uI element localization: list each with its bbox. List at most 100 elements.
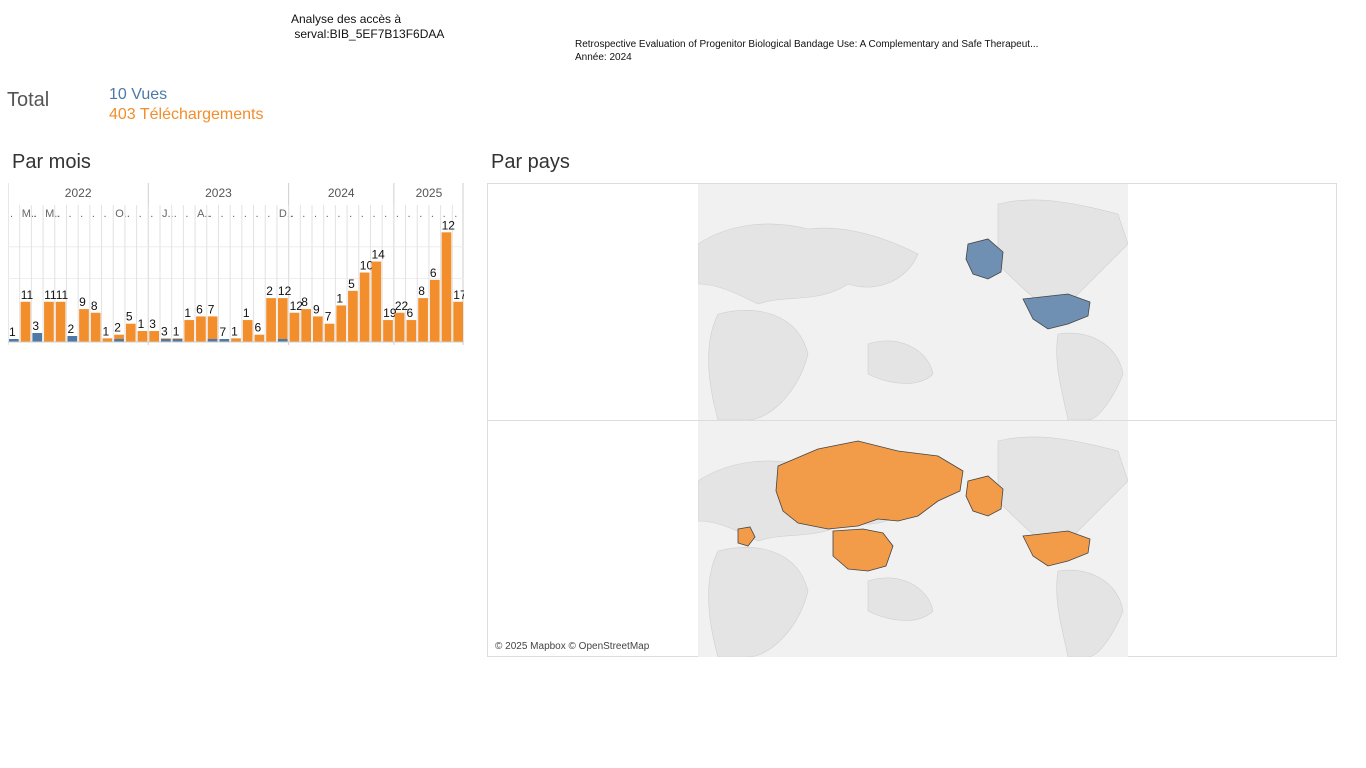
map-credit: © 2025 Mapbox © OpenStreetMap (495, 641, 650, 652)
download-bar[interactable] (336, 305, 347, 342)
bar-value-label: 2 (67, 322, 74, 336)
month-tick-label: . (267, 208, 270, 220)
download-bar[interactable] (137, 331, 148, 342)
bar-value-label: 5 (126, 310, 133, 324)
month-tick-label: . (326, 208, 329, 220)
month-tick-label: . (10, 208, 13, 220)
bar-value-label: 9 (79, 295, 86, 309)
year-label: 2024 (328, 186, 355, 200)
france-downloads-shape (737, 526, 756, 547)
view-bar[interactable] (207, 339, 218, 342)
month-tick-label: . (232, 208, 235, 220)
bar-value-label: 1 (184, 306, 191, 320)
download-bar[interactable] (313, 316, 323, 342)
south-america-shape (1056, 569, 1124, 657)
bar-value-label: 9 (313, 302, 320, 316)
download-bar[interactable] (184, 320, 195, 342)
month-tick-label: . (244, 208, 247, 220)
download-bar[interactable] (90, 312, 101, 342)
download-bar[interactable] (383, 320, 393, 342)
bar-value-label: 14 (371, 248, 385, 262)
download-bar[interactable] (441, 232, 452, 342)
view-bar[interactable] (161, 339, 171, 342)
download-bar[interactable] (231, 338, 241, 342)
view-bar[interactable] (277, 339, 288, 342)
month-tick-label: . (337, 208, 340, 220)
bar-value-label: 7 (219, 325, 226, 339)
download-bar[interactable] (289, 312, 300, 342)
views-world-map (698, 199, 1128, 420)
download-bar[interactable] (102, 338, 113, 342)
download-bar[interactable] (266, 298, 276, 342)
download-bar[interactable] (207, 316, 218, 342)
download-bar[interactable] (55, 301, 66, 342)
bar-value-label: 1 (173, 324, 180, 338)
download-bar[interactable] (371, 261, 382, 342)
download-bar[interactable] (406, 320, 417, 342)
view-bar[interactable] (219, 339, 230, 342)
download-bar[interactable] (254, 334, 265, 342)
download-bar[interactable] (125, 323, 136, 342)
eurasia-shape (698, 223, 919, 305)
download-bar[interactable] (359, 272, 370, 342)
usa-views-shape (1022, 293, 1091, 330)
country-map[interactable] (487, 183, 1337, 657)
bar-value-label: 1 (243, 306, 250, 320)
month-tick-label: . (174, 208, 177, 220)
downloads-map-panel[interactable] (698, 421, 1128, 657)
month-tick-label: . (419, 208, 422, 220)
bar-value-label: 12 (278, 284, 292, 298)
download-bar[interactable] (418, 298, 428, 342)
north-america-shape (997, 199, 1128, 315)
total-label: Total (7, 89, 50, 111)
bar-value-label: 8 (301, 295, 308, 309)
australia-shape (867, 340, 934, 384)
download-bar[interactable] (114, 334, 124, 342)
download-bar[interactable] (429, 279, 440, 342)
download-bar[interactable] (394, 312, 405, 342)
page-title: Analyse des accès à serval:BIB_5EF7B13F6… (291, 12, 445, 41)
month-tick-label: . (150, 208, 153, 220)
month-tick-label: . (302, 208, 305, 220)
download-bar[interactable] (20, 301, 31, 342)
bar-value-label: 8 (91, 299, 98, 313)
month-tick-label: . (349, 208, 352, 220)
view-bar[interactable] (67, 336, 78, 342)
download-bar[interactable] (277, 298, 288, 342)
bar-value-label: 1 (9, 325, 16, 339)
download-bar[interactable] (242, 320, 253, 342)
view-bar[interactable] (114, 339, 124, 342)
download-bar[interactable] (44, 301, 54, 342)
usa-downloads-shape (1022, 530, 1091, 567)
views-map-panel[interactable] (698, 184, 1128, 420)
download-bar[interactable] (453, 301, 463, 342)
bar-value-label: 11 (56, 288, 69, 302)
view-bar[interactable] (9, 339, 19, 342)
view-bar[interactable] (32, 333, 43, 342)
download-bar[interactable] (348, 290, 358, 342)
month-tick-label: . (68, 208, 71, 220)
download-bar[interactable] (301, 309, 311, 342)
bar-value-label: 1 (103, 324, 110, 338)
download-bar[interactable] (149, 331, 159, 342)
monthly-bar-chart-svg: 2022 2023 2024 2025. M... M....... O..... J....… (7, 183, 467, 345)
month-tick-label: . (396, 208, 399, 220)
download-bar[interactable] (324, 323, 335, 342)
bar-value-label: 5 (348, 277, 355, 291)
bar-value-label: 2 (114, 321, 121, 335)
month-tick-label: M.. (22, 208, 37, 220)
month-tick-label: . (57, 208, 60, 220)
bar-value-label: 3 (32, 319, 39, 333)
month-tick-label: . (92, 208, 95, 220)
month-section-title: Par mois (12, 151, 91, 173)
bar-value-label: 1 (231, 324, 238, 338)
russia-downloads-shape (775, 440, 964, 530)
view-bar[interactable] (172, 339, 183, 342)
year-label: 2023 (205, 186, 232, 200)
download-bar[interactable] (196, 316, 206, 342)
map-divider (488, 420, 1336, 421)
download-bar[interactable] (79, 309, 89, 342)
bar-value-label: 1 (336, 291, 343, 305)
month-tick-label: . (372, 208, 375, 220)
monthly-bar-chart[interactable]: 2022 2023 2024 2025. M... M....... O..... J....… (7, 183, 467, 345)
